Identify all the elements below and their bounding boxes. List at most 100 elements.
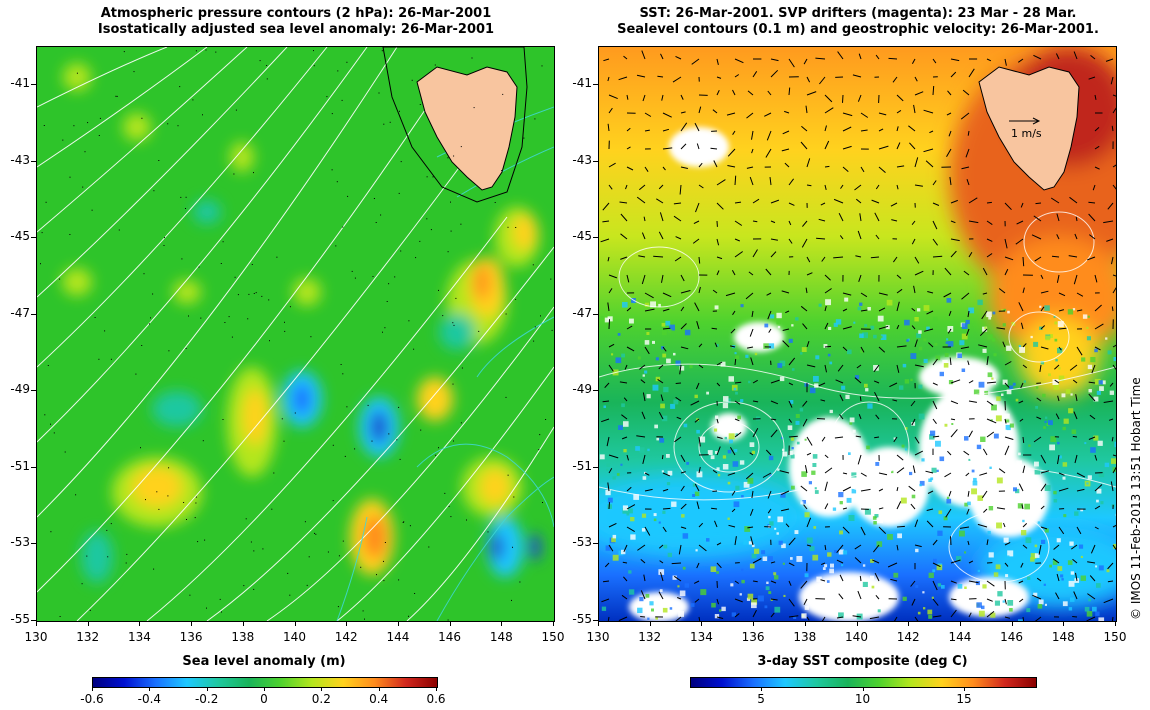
velocity-arrow [925,160,934,168]
sst-speckle [1061,393,1066,398]
sst-speckle [722,455,727,459]
sst-speckle [995,415,1002,422]
sst-speckle [689,365,693,369]
velocity-arrow [788,202,795,206]
drifter-dot [383,580,385,582]
sst-speckle [1070,393,1073,396]
sst-speckle [769,521,774,526]
drifter-dot [512,546,513,548]
velocity-arrow [618,616,628,621]
sst-speckle [943,516,948,521]
velocity-arrow [806,364,816,368]
sst-speckle [796,441,800,445]
sst-speckle [615,357,622,364]
sst-speckle [603,405,606,408]
velocity-arrow [1107,202,1114,210]
drifter-dot [228,316,230,318]
sst-speckle [808,481,812,485]
lon-tick-mark [191,621,193,626]
sst-speckle [944,423,948,427]
sst-speckle [781,543,786,549]
sst-speckle [996,396,1001,401]
sst-speckle [652,340,655,344]
sst-speckle [730,583,734,587]
sst-speckle [944,353,949,357]
sst-speckle [1009,385,1014,390]
drifter-dot [231,336,233,338]
lon-tick-label: 150 [541,630,565,644]
sst-speckle [667,552,672,558]
sst-speckle [844,297,849,302]
velocity-arrow [698,162,703,168]
sst-speckle [748,380,751,384]
sst-speckle [945,479,949,483]
sst-speckle [622,505,628,511]
drifter-dot [262,548,264,550]
sst-speckle [684,329,691,336]
sst-speckle [607,504,612,509]
velocity-arrow [878,488,884,492]
sst-speckle [692,483,697,487]
sst-speckle [812,554,819,561]
sst-speckle [1038,599,1044,605]
lon-tick-mark [753,621,755,626]
sst-speckle [1104,462,1110,468]
velocity-arrow [893,616,898,621]
sst-speckle [893,437,896,440]
velocity-arrow [696,562,700,569]
sst-speckle [990,612,996,618]
velocity-arrow [824,503,829,510]
drifter-dot [382,331,383,333]
velocity-arrow [833,256,844,259]
sla-colorbar-tick-mark [321,687,323,691]
velocity-arrow [603,58,610,62]
velocity-arrow [694,598,700,603]
velocity-arrow [696,501,700,510]
velocity-arrow [965,472,970,477]
velocity-arrow [1053,544,1060,550]
velocity-arrow [896,501,902,510]
sst-speckle [860,349,864,353]
sst-speckle [655,617,658,620]
lon-tick-label: 144 [948,630,972,644]
drifter-dot [367,404,369,406]
velocity-arrow [671,562,682,565]
velocity-arrow [712,469,718,474]
velocity-arrow [874,212,880,222]
velocity-arrow [767,310,772,320]
drifter-dot [478,330,480,332]
velocity-arrow [1022,523,1028,528]
velocity-arrow [1069,364,1078,371]
velocity-arrow [745,292,754,300]
velocity-arrow [806,76,811,83]
sst-speckle [751,599,758,605]
velocity-arrow [824,467,833,474]
sst-speckle [905,448,908,451]
drifter-dot [413,348,415,350]
velocity-arrow [716,202,724,210]
velocity-arrow [927,291,934,294]
velocity-arrow [943,292,952,298]
velocity-arrow [734,432,742,438]
sst-speckle [1034,468,1041,475]
sst-speckle [978,610,985,617]
velocity-arrow [1036,577,1042,582]
velocity-arrow [908,485,916,492]
sst-speckle [612,476,616,480]
sst-speckle [715,343,719,347]
sst-speckle [1049,564,1052,568]
lat-tick-label: -47 [10,305,30,320]
velocity-arrow [1036,416,1042,420]
sst-speckle [1044,485,1051,491]
drifter-dot [287,572,289,574]
sst-speckle [1084,606,1090,612]
lon-tick-mark [598,621,599,626]
velocity-arrow [804,465,808,474]
velocity-arrow [1004,268,1009,276]
velocity-arrow [878,166,886,173]
drifter-dot [91,209,93,211]
lat-tick-label: -43 [572,152,592,167]
velocity-arrow [690,400,700,406]
sst-speckle [951,459,957,464]
drifter-dot [126,553,128,555]
